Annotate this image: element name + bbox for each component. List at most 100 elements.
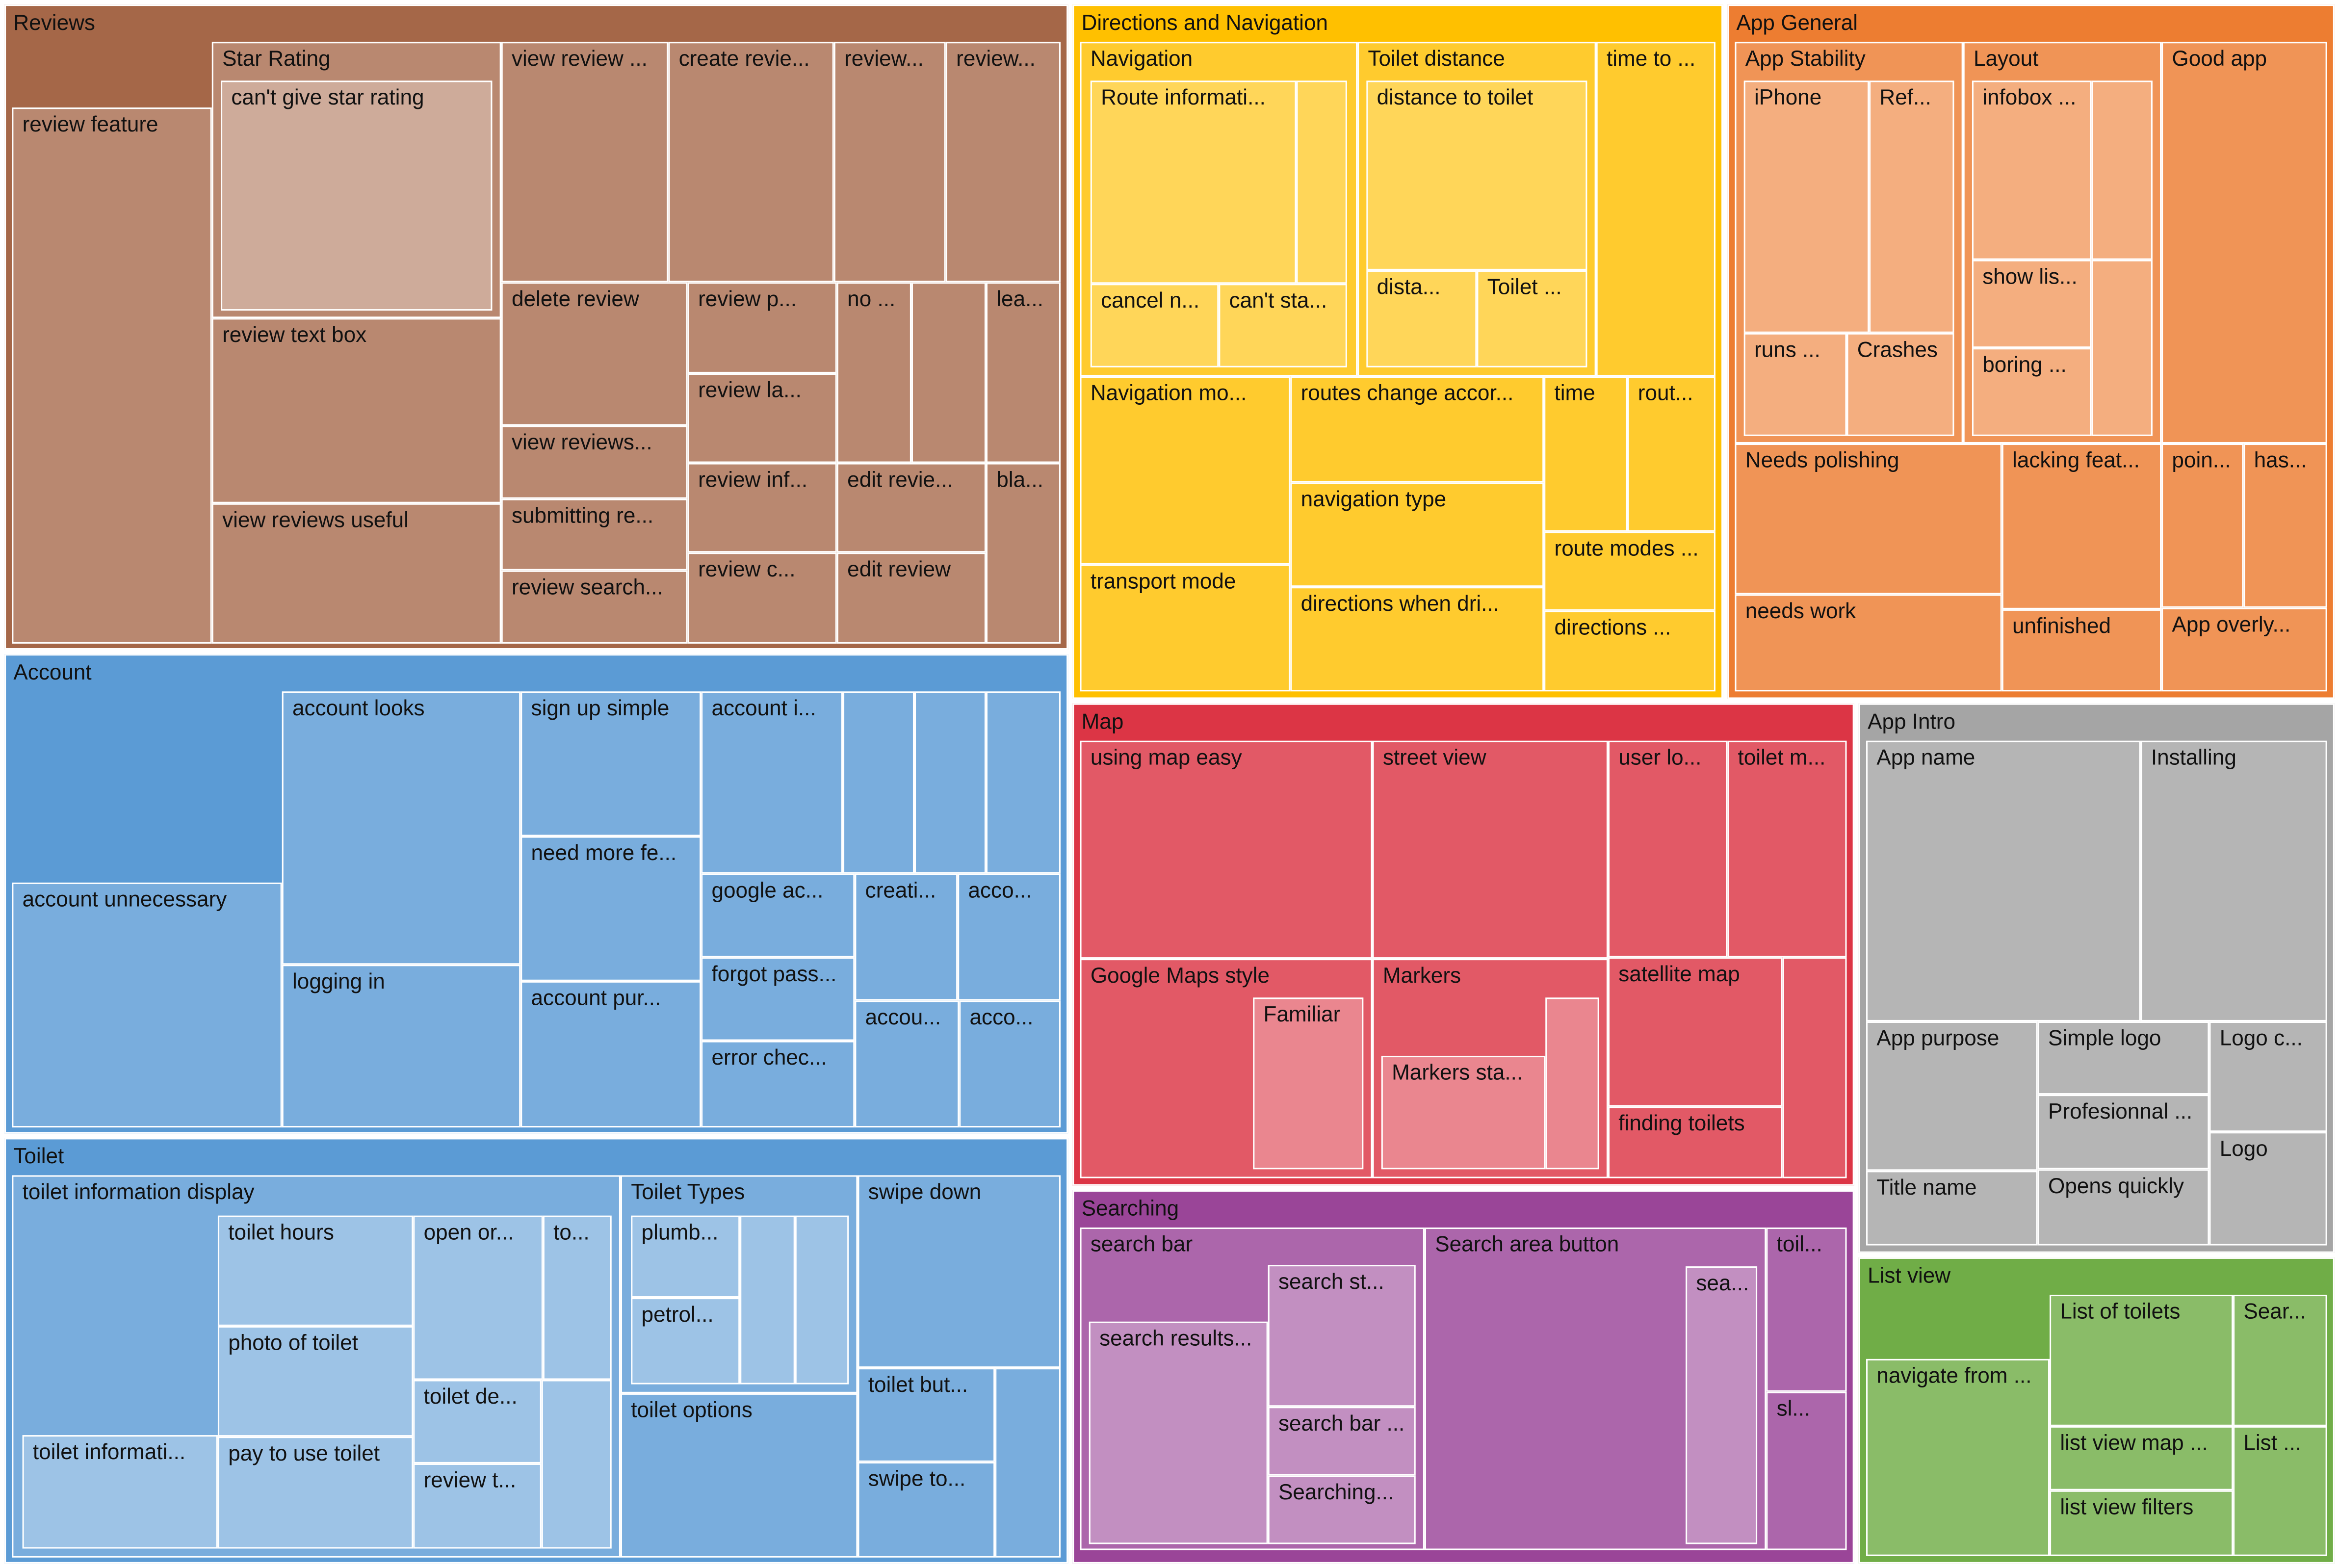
treemap-tile-acco-2[interactable]: acco... [959, 1000, 1061, 1128]
treemap-tile-boring[interactable]: boring ... [1972, 348, 2092, 436]
treemap-tile-plumb[interactable]: plumb... [631, 1215, 740, 1298]
treemap-tile-sea[interactable]: sea... [1686, 1266, 1758, 1544]
treemap-tile-list-view-map[interactable]: list view map ... [2050, 1426, 2234, 1490]
treemap-tile-review-text-box[interactable]: review text box [211, 318, 501, 503]
treemap-tile-account-looks[interactable]: account looks [282, 691, 521, 965]
treemap-tile-review-t[interactable]: review t... [413, 1463, 542, 1549]
treemap-tile-view-reviews[interactable]: view reviews... [501, 425, 688, 499]
treemap-tile-cancel-n[interactable]: cancel n... [1090, 284, 1219, 367]
treemap-tile-finding-toilets[interactable]: finding toilets [1608, 1106, 1783, 1178]
treemap-tile-unlabeled-a3[interactable] [986, 691, 1061, 874]
treemap-tile-view-reviews-useful[interactable]: view reviews useful [211, 503, 501, 644]
treemap-tile-edit-review-1[interactable]: edit revie... [836, 463, 986, 553]
treemap-tile-acco-1[interactable]: acco... [958, 873, 1061, 1001]
treemap-tile-review-p[interactable]: review p... [687, 282, 837, 373]
treemap-tile-opens-quickly[interactable]: Opens quickly [2037, 1169, 2209, 1246]
treemap-tile-logging-in[interactable]: logging in [282, 965, 521, 1128]
treemap-tile-search-results[interactable]: search results... [1089, 1321, 1268, 1544]
treemap-tile-view-review[interactable]: view review ... [501, 42, 669, 283]
treemap-tile-time-to[interactable]: time to ... [1596, 42, 1715, 377]
treemap-tile-using-map-easy[interactable]: using map easy [1080, 740, 1373, 959]
treemap-tile-app-purpose[interactable]: App purpose [1866, 1021, 2038, 1171]
treemap-tile-toilet-m[interactable]: toilet m... [1727, 740, 1847, 958]
treemap-tile-navigate-from[interactable]: navigate from ... [1866, 1359, 2050, 1556]
treemap-tile-iphone[interactable]: iPhone [1743, 80, 1870, 333]
treemap-tile-title-name[interactable]: Title name [1866, 1171, 2038, 1246]
treemap-tile-routes-change-accor[interactable]: routes change accor... [1290, 376, 1544, 483]
treemap-tile-navigation-mo[interactable]: Navigation mo... [1080, 376, 1291, 565]
treemap-tile-transport-mode[interactable]: transport mode [1080, 564, 1291, 692]
treemap-tile-app-name[interactable]: App name [1866, 740, 2141, 1021]
treemap-tile-user-lo[interactable]: user lo... [1608, 740, 1728, 958]
treemap-tile-list-view-filters[interactable]: list view filters [2050, 1490, 2234, 1556]
treemap-tile-installing[interactable]: Installing [2140, 740, 2327, 1021]
treemap-tile-petrol[interactable]: petrol... [631, 1298, 740, 1385]
treemap-tile-list[interactable]: List ... [2233, 1426, 2327, 1556]
treemap-tile-review-feature[interactable]: review feature [12, 107, 212, 644]
treemap-tile-sear[interactable]: Sear... [2233, 1294, 2327, 1426]
treemap-tile-logo[interactable]: Logo [2209, 1132, 2327, 1246]
treemap-tile-dista[interactable]: dista... [1366, 270, 1477, 367]
treemap-tile-open-or[interactable]: open or... [413, 1215, 543, 1380]
treemap-tile-unlabeled-tt1[interactable] [740, 1215, 795, 1385]
treemap-tile-submitting-review[interactable]: submitting re... [501, 498, 688, 571]
treemap-tile-toilet-de[interactable]: toilet de... [413, 1380, 542, 1463]
treemap-tile-unlabeled-tt2[interactable] [795, 1215, 849, 1385]
treemap-tile-need-more-fe[interactable]: need more fe... [520, 836, 702, 981]
treemap-tile-review-2[interactable]: review... [945, 42, 1061, 283]
treemap-tile-directions[interactable]: directions ... [1544, 610, 1715, 692]
treemap-tile-review-c[interactable]: review c... [687, 552, 837, 644]
treemap-tile-unlabeled-a2[interactable] [914, 691, 986, 874]
treemap-tile-unlabeled-n1[interactable] [1296, 80, 1347, 284]
treemap-tile-simple-logo[interactable]: Simple logo [2037, 1021, 2209, 1095]
treemap-tile-to[interactable]: to... [543, 1215, 612, 1380]
treemap-tile-lacking-feat[interactable]: lacking feat... [2001, 444, 2162, 609]
treemap-tile-sign-up-simple[interactable]: sign up simple [520, 691, 702, 836]
treemap-tile-account-unnecessary[interactable]: account unnecessary [12, 882, 282, 1128]
treemap-tile-creati[interactable]: creati... [855, 873, 958, 1001]
treemap-tile-route-modes[interactable]: route modes ... [1544, 531, 1715, 611]
treemap-tile-create-review[interactable]: create revie... [668, 42, 834, 283]
treemap-tile-ref[interactable]: Ref... [1869, 80, 1954, 333]
treemap-tile-forgot-pass[interactable]: forgot pass... [701, 957, 855, 1041]
treemap-tile-directions-when-dri[interactable]: directions when dri... [1290, 587, 1544, 692]
treemap-tile-review-1[interactable]: review... [833, 42, 946, 283]
treemap-tile-has[interactable]: has... [2243, 444, 2327, 608]
treemap-tile-needs-work[interactable]: needs work [1735, 594, 2002, 692]
treemap-tile-can-t-sta[interactable]: can't sta... [1219, 284, 1347, 367]
treemap-tile-unlabeled-t2[interactable] [995, 1368, 1061, 1558]
treemap-tile-street-view[interactable]: street view [1372, 740, 1608, 959]
treemap-tile-lea[interactable]: lea... [986, 282, 1061, 463]
treemap-tile-distance-to-toilet[interactable]: distance to toilet [1366, 80, 1587, 270]
treemap-tile-account-i[interactable]: account i... [701, 691, 843, 874]
treemap-tile-navigation-type[interactable]: navigation type [1290, 482, 1544, 587]
treemap-tile-bla[interactable]: bla... [986, 463, 1061, 644]
treemap-tile-toilet[interactable]: Toilet ... [1477, 270, 1587, 367]
treemap-tile-accou[interactable]: accou... [855, 1000, 960, 1128]
treemap-tile-unlabeled-a1[interactable] [843, 691, 915, 874]
treemap-tile-needs-polishing[interactable]: Needs polishing [1735, 444, 2002, 595]
treemap-tile-good-app[interactable]: Good app [2161, 42, 2327, 444]
treemap-tile-toilet-informati[interactable]: toilet informati... [22, 1435, 218, 1549]
treemap-tile-review-search[interactable]: review search... [501, 570, 688, 644]
treemap-tile-delete-review[interactable]: delete review [501, 282, 688, 426]
treemap-tile-review-inf[interactable]: review inf... [687, 463, 837, 553]
treemap-tile-review-la[interactable]: review la... [687, 373, 837, 463]
treemap-tile-unfinished[interactable]: unfinished [2001, 609, 2162, 692]
treemap-tile-no[interactable]: no ... [836, 282, 911, 463]
treemap-tile-can-t-give-star-rating[interactable]: can't give star rating [221, 80, 493, 311]
treemap-tile-pay-to-use-toilet[interactable]: pay to use toilet [217, 1437, 414, 1549]
treemap-tile-toilet-options[interactable]: toilet options [620, 1393, 858, 1558]
treemap-tile-swipe-to[interactable]: swipe to... [858, 1462, 995, 1558]
treemap-tile-logo-c[interactable]: Logo c... [2209, 1021, 2327, 1132]
treemap-tile-toilet-hours[interactable]: toilet hours [217, 1215, 414, 1326]
treemap-tile-sl[interactable]: sl... [1766, 1391, 1847, 1550]
treemap-tile-time[interactable]: time [1544, 376, 1628, 532]
treemap-tile-error-chec[interactable]: error chec... [701, 1041, 855, 1128]
treemap-tile-toil[interactable]: toil... [1766, 1228, 1847, 1392]
treemap-tile-edit-review[interactable]: edit review [836, 552, 986, 644]
treemap-tile-crashes[interactable]: Crashes [1846, 333, 1954, 436]
treemap-tile-poin[interactable]: poin... [2161, 444, 2244, 608]
treemap-tile-markers-sta[interactable]: Markers sta... [1381, 1055, 1546, 1170]
treemap-tile-infobox[interactable]: infobox ... [1972, 80, 2092, 260]
